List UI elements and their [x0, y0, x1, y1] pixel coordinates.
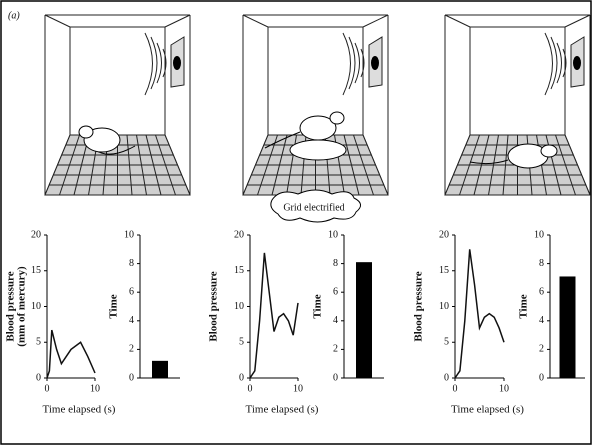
bar — [152, 361, 168, 378]
y-tick-label: 8 — [333, 258, 338, 269]
x-tick-label: 10 — [90, 383, 100, 394]
y-tick-label: 10 — [439, 301, 449, 312]
y-tick-label: 5 — [444, 337, 449, 348]
y-tick-label: 0 — [444, 372, 449, 383]
x-axis-label: Time elapsed (s) — [451, 404, 524, 416]
y-tick-label: 0 — [36, 372, 41, 383]
y-tick-label: 2 — [129, 344, 134, 355]
panel-label: (a) — [8, 10, 20, 21]
y-tick-label: 10 — [124, 229, 134, 240]
y-tick-label: 2 — [333, 344, 338, 355]
y-tick-label: 20 — [439, 229, 449, 240]
y-tick-label: 10 — [534, 229, 544, 240]
y-tick-label: 20 — [31, 229, 41, 240]
y-tick-label: 15 — [31, 265, 41, 276]
x-tick-label: 0 — [45, 383, 50, 394]
y-tick-label: 2 — [539, 344, 544, 355]
y-tick-label: 0 — [539, 372, 544, 383]
y-tick-label: 6 — [129, 286, 134, 297]
y-axis-label: Time — [108, 294, 120, 318]
y-tick-label: 6 — [333, 286, 338, 297]
y-tick-label: 8 — [539, 258, 544, 269]
y-tick-label: 10 — [328, 229, 338, 240]
y-tick-label: 5 — [239, 337, 244, 348]
y-tick-label: 6 — [539, 286, 544, 297]
y-tick-label: 5 — [36, 337, 41, 348]
y-tick-label: 20 — [234, 229, 244, 240]
bar — [356, 262, 372, 378]
bar — [560, 276, 576, 378]
y-tick-label: 8 — [129, 258, 134, 269]
y-tick-label: 0 — [333, 372, 338, 383]
annotation: Grid electrified — [283, 202, 344, 213]
y-axis-label: Time — [518, 294, 530, 318]
x-axis-label: Time elapsed (s) — [246, 404, 319, 416]
x-tick-label: 10 — [499, 383, 509, 394]
figure: (a) Grid electrified 05101520 — [0, 0, 592, 445]
x-axis-label: Time elapsed (s) — [43, 404, 116, 416]
y-axis-label: Blood pressure — [413, 271, 425, 341]
y-tick-label: 4 — [333, 315, 338, 326]
y-tick-label: 10 — [234, 301, 244, 312]
y-tick-label: 0 — [239, 372, 244, 383]
x-tick-label: 0 — [248, 383, 253, 394]
x-tick-label: 0 — [453, 383, 458, 394]
y-tick-label: 15 — [439, 265, 449, 276]
x-tick-label: 10 — [293, 383, 303, 394]
y-tick-label: 15 — [234, 265, 244, 276]
y-axis-label: Time — [312, 294, 324, 318]
y-tick-label: 4 — [539, 315, 544, 326]
y-axis-label: Blood pressure — [208, 271, 220, 341]
y-tick-label: 0 — [129, 372, 134, 383]
y-axis-label: (mm of mercury) — [16, 266, 28, 347]
y-tick-label: 4 — [129, 315, 134, 326]
y-tick-label: 10 — [31, 301, 41, 312]
